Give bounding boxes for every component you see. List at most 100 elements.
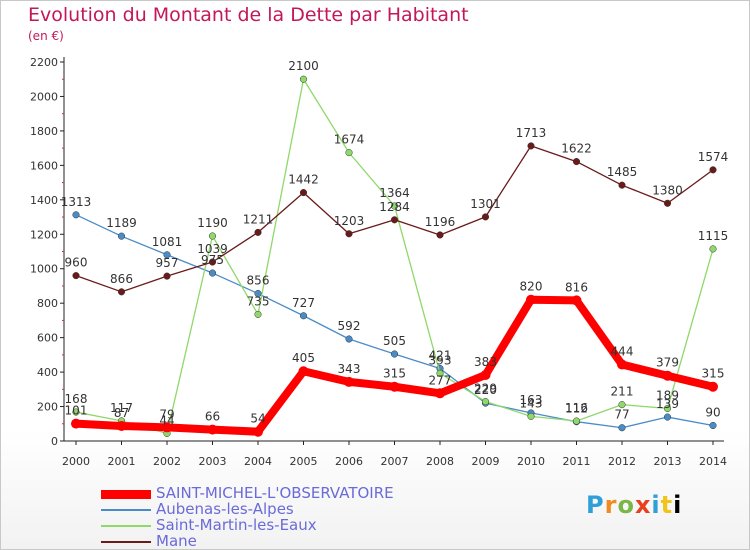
y-tick-label: 800 [37,297,58,310]
data-point [481,397,490,406]
y-tick-label: 1600 [30,159,58,172]
legend-swatch [101,509,151,511]
y-tick-label: 400 [37,366,58,379]
y-tick-label: 600 [37,332,58,345]
x-tick-label: 2003 [199,455,227,468]
data-label: 79 [159,407,174,421]
x-tick-label: 2004 [244,455,272,468]
legend-label: Mane [156,532,197,550]
data-label: 220 [474,383,497,397]
data-label: 117 [110,401,133,415]
y-tick-label: 1000 [30,263,58,276]
data-label: 139 [656,397,679,411]
data-label: 1196 [425,215,456,229]
data-label: 1211 [243,212,274,226]
data-label: 1674 [334,133,365,147]
data-point [163,251,171,259]
data-point [253,426,263,437]
data-label: 90 [705,405,720,419]
x-tick-label: 2014 [699,455,727,468]
data-point [572,158,581,166]
data-label: 54 [250,412,265,426]
data-point [72,408,80,416]
data-point [663,413,672,421]
y-tick-label: 2000 [30,90,58,103]
data-point [527,412,535,420]
y-tick-label: 200 [37,401,58,414]
data-label: 112 [565,402,588,416]
data-point [72,211,80,219]
x-tick-label: 2011 [563,455,591,468]
data-point [527,142,535,150]
data-label: 189 [656,388,679,402]
data-point [618,424,626,432]
data-point [345,335,353,343]
x-tick-label: 2005 [290,455,318,468]
data-point [436,231,444,239]
x-tick-label: 2007 [381,455,409,468]
data-label: 405 [292,351,315,365]
x-tick-label: 2000 [62,455,90,468]
data-label: 592 [338,319,361,333]
data-label: 1622 [561,142,592,156]
data-label: 87 [114,406,129,420]
data-point [390,350,399,358]
data-point [709,245,717,253]
chart-unit: (en €) [28,29,64,43]
data-label: 77 [614,408,629,422]
x-tick-label: 2013 [654,455,682,468]
x-tick-label: 2008 [426,455,454,468]
data-label: 727 [292,296,315,310]
data-point [390,202,399,210]
data-point [344,376,354,387]
data-label: 116 [565,401,588,415]
data-point [481,213,490,221]
data-label: 816 [565,280,588,294]
data-label: 820 [520,280,543,294]
data-point [526,294,536,305]
data-point [117,288,126,296]
data-point [618,401,626,409]
data-label: 2100 [288,59,319,73]
data-label: 163 [520,393,543,407]
data-label: 1364 [379,186,410,200]
data-point [435,388,445,399]
data-point [208,269,217,277]
legend-label: Saint-Martin-les-Eaux [156,516,317,534]
data-point [207,424,218,435]
data-label: 315 [702,367,725,381]
data-point [116,421,127,432]
data-label: 1485 [607,165,638,179]
legend-swatch [101,489,151,499]
data-point [389,381,400,392]
line-chart: 0 200 400 600 800 1000 1200 1400 1600 1800 2000 220… [30,56,729,468]
data-point [208,258,217,266]
data-label: 1301 [470,197,501,211]
data-point [436,369,444,377]
data-label: 1203 [334,214,365,228]
data-point [709,421,717,430]
data-label: 393 [429,353,452,367]
data-point [708,381,718,392]
y-tick-label: 0 [51,435,58,448]
x-tick-label: 2002 [153,455,181,468]
data-point [254,228,262,236]
data-label: 211 [611,385,634,399]
data-point [208,232,217,240]
data-label: 1115 [698,229,729,243]
data-label: 735 [247,294,270,308]
data-label: 1081 [152,235,183,249]
data-label: 1713 [516,126,547,140]
data-point [663,404,672,412]
data-label: 1039 [197,242,228,256]
data-label: 66 [205,410,220,424]
data-point [571,295,582,306]
data-label: 505 [383,334,406,348]
legend-label: SAINT-MICHEL-L'OBSERVATOIRE [156,484,394,502]
data-label: 957 [156,256,179,270]
legend-swatch [101,525,151,527]
y-tick-label: 1400 [30,194,58,207]
x-tick-label: 2012 [608,455,636,468]
data-label: 229 [474,382,497,396]
